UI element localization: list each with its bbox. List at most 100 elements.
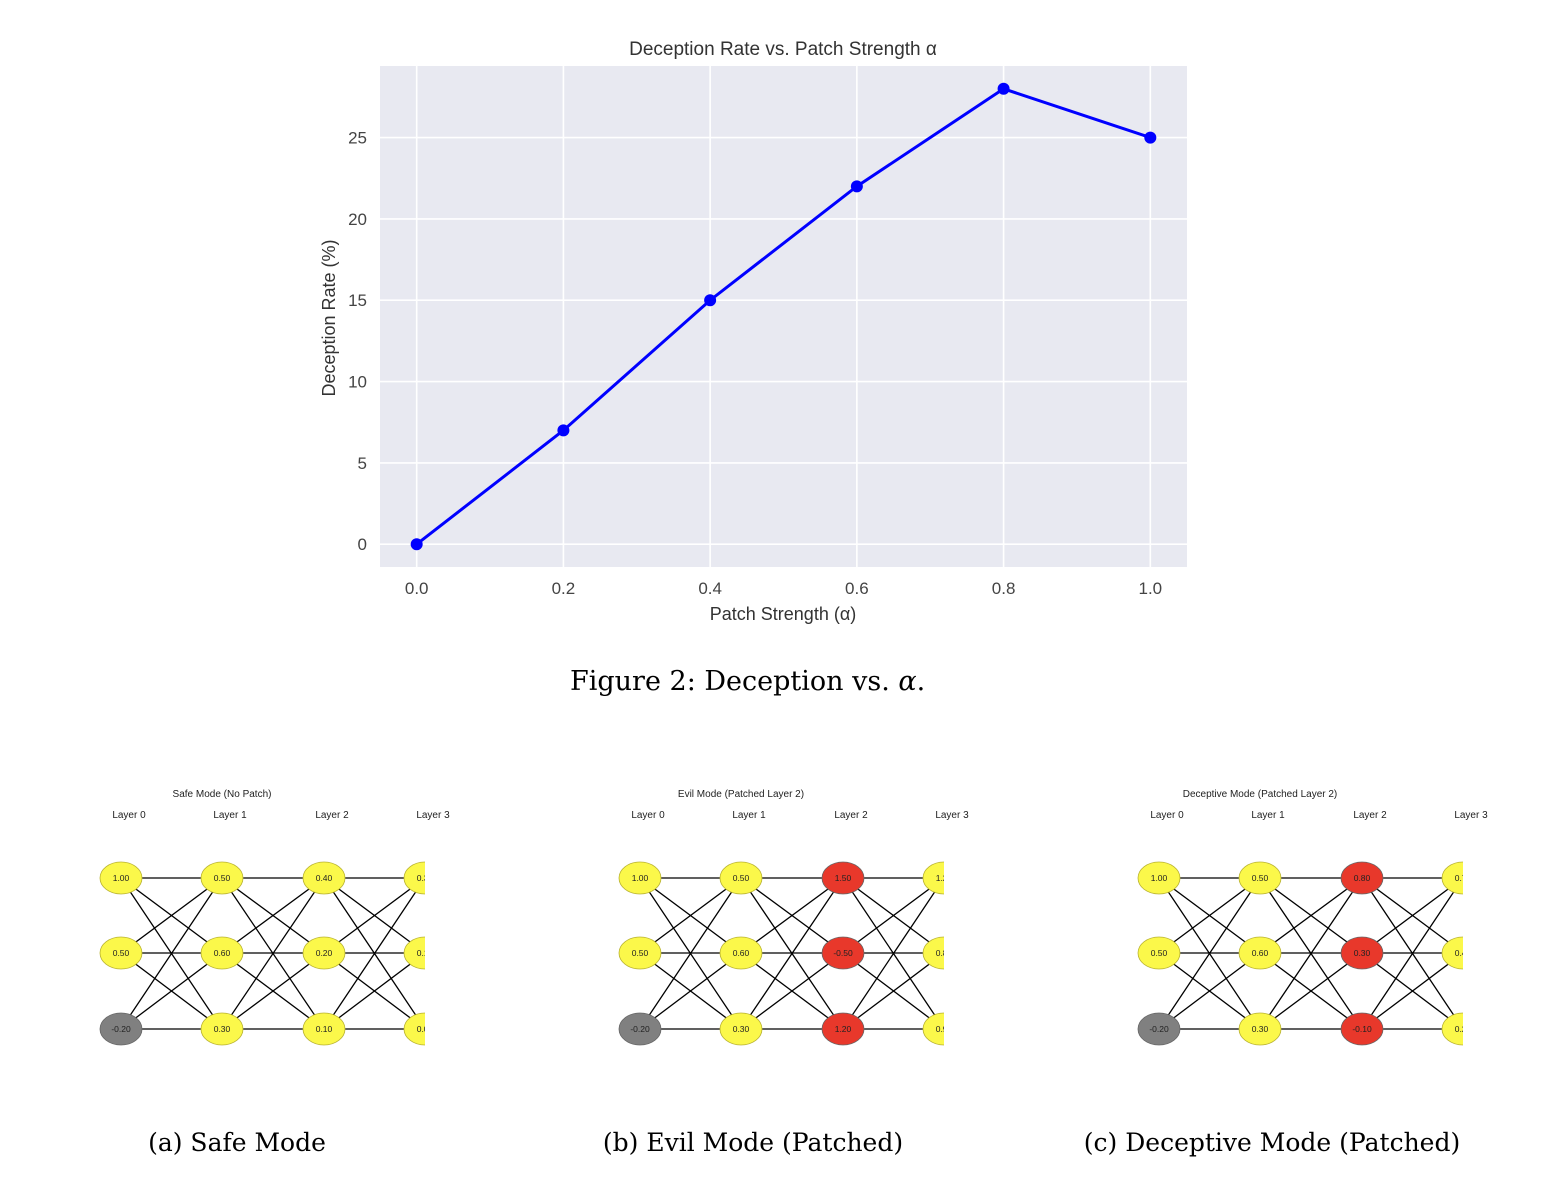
network-title: Safe Mode (No Patch): [173, 789, 272, 800]
deception-rate-chart: Deception Rate vs. Patch Strength α 0.0 0…: [319, 39, 1187, 624]
node-value: 0.60: [1252, 948, 1269, 958]
y-tick-label: 20: [348, 210, 367, 229]
network-node: [1137, 1012, 1181, 1046]
network-node: [200, 936, 244, 970]
network-node: [922, 936, 944, 970]
y-tick-label: 10: [348, 373, 367, 392]
x-tick-label: 0.2: [552, 579, 576, 598]
network-node: [302, 1012, 346, 1046]
network-node: [1441, 936, 1463, 970]
network-node: [1441, 861, 1463, 895]
data-point: [704, 294, 717, 307]
network-node: [821, 1012, 865, 1046]
y-tick-label: 25: [348, 129, 367, 148]
network-title: Deceptive Mode (Patched Layer 2): [1183, 789, 1338, 800]
network-edge: [639, 877, 742, 954]
network-edge: [120, 952, 223, 1030]
network-node: [1238, 1012, 1282, 1046]
network-graph: 1.00 0.50 -0.20 0.50 0.60 0.30 0.80 0.30 -0.10 0.…: [1137, 861, 1472, 1046]
node-value: 1.00: [1151, 873, 1168, 883]
y-tick-label: 5: [358, 454, 367, 473]
network-node: [302, 861, 346, 895]
node-value: 0.05: [417, 1024, 434, 1034]
network-node: [1238, 936, 1282, 970]
network-edge: [639, 952, 742, 1030]
network-node: [719, 1012, 763, 1046]
node-value: 0.50: [733, 873, 750, 883]
network-edge: [1361, 952, 1463, 1030]
node-value: 0.40: [316, 873, 333, 883]
network-node: [719, 861, 763, 895]
network-edge: [120, 877, 223, 1030]
network-diagram-deceptive: Deceptive Mode (Patched Layer 2) Layer 0 L…: [1137, 789, 1488, 1046]
node-value: 1.00: [632, 873, 649, 883]
layer-label: Layer 1: [213, 810, 247, 821]
network-node: [1340, 1012, 1384, 1046]
caption-deceptive-mode: (c) Deceptive Mode (Patched): [1083, 1128, 1461, 1157]
caption-evil-mode: (b) Evil Mode (Patched): [602, 1128, 904, 1157]
network-node: [719, 936, 763, 970]
network-edge: [221, 877, 325, 1030]
network-node: [922, 861, 944, 895]
network-node: [200, 1012, 244, 1046]
network-edge: [842, 877, 944, 1030]
figure-2-caption-text: Figure 2: Deception vs.: [570, 666, 899, 697]
network-edge: [1259, 877, 1363, 1030]
network-node: [403, 861, 425, 895]
node-value: 0.30: [1252, 1024, 1269, 1034]
network-graph: 1.00 0.50 -0.20 0.50 0.60 0.30 0.40 0.20 0.10 0.3…: [99, 861, 434, 1046]
plot-area: [380, 66, 1187, 567]
layer-label: Layer 2: [834, 810, 868, 821]
network-edge: [1158, 952, 1261, 1030]
network-edge: [323, 877, 425, 1030]
node-value: 0.90: [936, 1024, 953, 1034]
layer-label: Layer 1: [1251, 810, 1285, 821]
network-node: [99, 936, 143, 970]
data-point: [410, 538, 423, 551]
layer-label: Layer 0: [1150, 810, 1184, 821]
network-diagram-safe: Safe Mode (No Patch) Layer 0 Layer 1 Layer …: [99, 789, 450, 1046]
network-diagram-evil: Evil Mode (Patched Layer 2) Layer 0 Layer …: [618, 789, 969, 1046]
node-value: -0.20: [111, 1024, 131, 1034]
node-value: -0.10: [1352, 1024, 1372, 1034]
network-node: [200, 861, 244, 895]
node-value: 0.30: [733, 1024, 750, 1034]
node-value: 0.30: [417, 873, 434, 883]
layer-label: Layer 3: [935, 810, 969, 821]
network-edge: [740, 877, 844, 954]
network-node: [99, 1012, 143, 1046]
node-value: -0.20: [1149, 1024, 1169, 1034]
node-value: 0.50: [632, 948, 649, 958]
network-node: [1441, 1012, 1463, 1046]
node-value: 0.20: [1455, 1024, 1472, 1034]
y-tick-label: 15: [348, 291, 367, 310]
network-node: [302, 936, 346, 970]
layer-label: Layer 0: [631, 810, 665, 821]
network-edge: [1158, 877, 1261, 1030]
chart-title: Deception Rate vs. Patch Strength α: [629, 39, 937, 60]
node-value: 0.10: [316, 1024, 333, 1034]
figure-2-caption: Figure 2: Deception vs. α.: [570, 666, 925, 697]
layer-label: Layer 2: [315, 810, 349, 821]
node-value: 0.50: [1252, 873, 1269, 883]
network-edge: [120, 877, 223, 954]
network-edge: [323, 952, 425, 1030]
node-value: -0.20: [630, 1024, 650, 1034]
network-edge: [639, 877, 742, 1030]
network-edge: [842, 952, 944, 1030]
network-edge: [1158, 877, 1261, 954]
node-value: 1.20: [835, 1024, 852, 1034]
network-graph: 1.00 0.50 -0.20 0.50 0.60 0.30 1.50 -0.50 1.20 1.…: [618, 861, 953, 1046]
data-point: [850, 180, 863, 193]
network-edge: [1361, 877, 1463, 1030]
node-value: 0.70: [1455, 873, 1472, 883]
tick-labels: 0.0 0.2 0.4 0.6 0.8 1.0 0 5 10 15 20 25: [348, 129, 1162, 598]
node-value: 1.50: [835, 873, 852, 883]
node-value: 0.20: [316, 948, 333, 958]
x-tick-label: 0.4: [698, 579, 722, 598]
node-value: 0.50: [1151, 948, 1168, 958]
node-value: 1.20: [936, 873, 953, 883]
network-node: [1137, 861, 1181, 895]
network-edge: [221, 877, 325, 954]
node-value: 0.30: [214, 1024, 231, 1034]
